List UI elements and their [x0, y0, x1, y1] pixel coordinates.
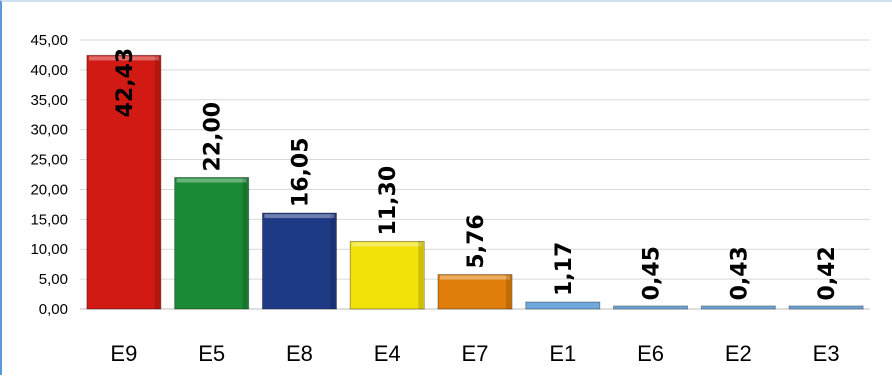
bar-e5 — [174, 176, 250, 310]
bar-highlight — [176, 178, 247, 183]
bar-shade — [330, 213, 336, 309]
x-tick-label: E8 — [286, 341, 313, 366]
bar-highlight — [440, 275, 510, 280]
bar-e3 — [788, 305, 864, 310]
bar-e8 — [261, 212, 337, 310]
x-tick-label: E9 — [110, 341, 137, 366]
x-axis: E9 E5 E8 E4 E7 E1 E6 E2 E3 — [110, 341, 839, 366]
data-label: 0,43 — [727, 246, 752, 300]
data-label: 0,42 — [815, 246, 840, 300]
y-axis: 0,00 5,00 10,00 15,00 20,00 25,00 30,00 35,00 40… — [30, 32, 870, 318]
data-label: 22,00 — [201, 102, 226, 172]
data-label: 11,30 — [376, 166, 401, 236]
x-tick-label: E2 — [725, 341, 752, 366]
bar-e7 — [437, 274, 513, 310]
bar-e6 — [613, 305, 689, 310]
y-tick-label: 15,00 — [30, 211, 68, 228]
bar-highlight — [88, 56, 159, 61]
bar-e9 — [86, 54, 162, 310]
y-tick-label: 30,00 — [30, 122, 68, 139]
bar-shade — [154, 55, 160, 310]
bars — [86, 54, 864, 310]
bar-highlight — [352, 242, 423, 247]
x-tick-label: E1 — [549, 341, 576, 366]
data-label: 16,05 — [288, 137, 313, 207]
data-labels: 42,43 22,00 16,05 11,30 5,76 1,17 0,45 0,43 0,42 — [113, 48, 840, 301]
data-label: 5,76 — [464, 214, 489, 268]
bar-e2 — [700, 305, 776, 310]
y-tick-label: 35,00 — [30, 92, 68, 109]
y-tick-label: 20,00 — [30, 181, 68, 198]
y-tick-label: 10,00 — [30, 241, 68, 258]
x-tick-label: E4 — [374, 341, 401, 366]
y-tick-label: 45,00 — [30, 32, 68, 49]
bar-highlight — [264, 214, 335, 219]
x-tick-label: E3 — [813, 341, 840, 366]
y-tick-label: 5,00 — [39, 271, 68, 288]
x-tick-label: E5 — [198, 341, 225, 366]
data-label: 0,45 — [640, 246, 665, 300]
x-tick-label: E7 — [462, 341, 489, 366]
data-label: 1,17 — [552, 242, 577, 296]
bar-e4 — [349, 240, 425, 310]
bar-shade — [418, 241, 424, 309]
y-tick-label: 40,00 — [30, 62, 68, 79]
bar-e1 — [525, 301, 601, 310]
bar-shade — [506, 274, 511, 309]
y-tick-label: 25,00 — [30, 152, 68, 169]
bar-shade — [242, 177, 248, 309]
x-tick-label: E6 — [637, 341, 664, 366]
data-label: 42,43 — [113, 48, 138, 118]
y-tick-label: 0,00 — [39, 301, 68, 318]
